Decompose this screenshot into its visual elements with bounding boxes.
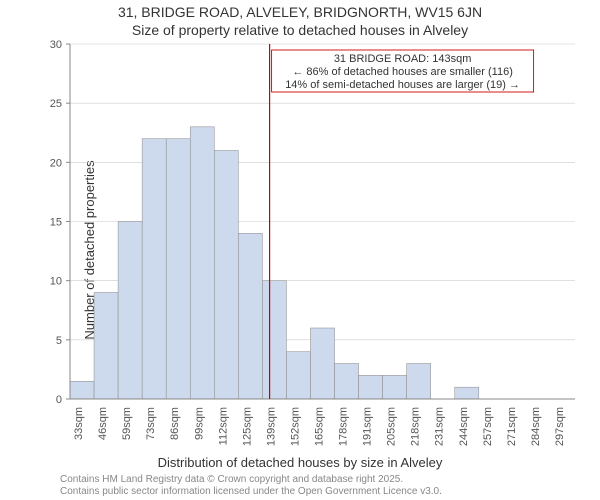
- ytick-label: 30: [50, 39, 62, 51]
- xtick-label: 257sqm: [482, 407, 494, 446]
- histogram-bar: [118, 222, 142, 400]
- annotation-line1: 31 BRIDGE ROAD: 143sqm: [334, 53, 472, 65]
- xtick-label: 46sqm: [97, 407, 109, 440]
- xtick-label: 231sqm: [434, 407, 446, 446]
- xtick-label: 112sqm: [217, 407, 229, 445]
- histogram-bar: [70, 381, 94, 399]
- ytick-label: 20: [50, 157, 62, 169]
- histogram-bar: [286, 352, 310, 399]
- histogram-bar: [455, 387, 479, 399]
- xtick-label: 59sqm: [121, 407, 133, 440]
- xtick-label: 178sqm: [338, 407, 350, 446]
- histogram-bar: [310, 328, 334, 399]
- histogram-bar: [190, 127, 214, 399]
- histogram-bar: [142, 139, 166, 399]
- histogram-bar: [166, 139, 190, 399]
- xtick-label: 218sqm: [410, 407, 422, 446]
- ytick-label: 15: [50, 217, 62, 229]
- xtick-label: 33sqm: [73, 407, 85, 440]
- ytick-label: 25: [50, 98, 62, 110]
- ytick-label: 0: [56, 394, 62, 406]
- xtick-label: 125sqm: [241, 407, 253, 446]
- xtick-label: 205sqm: [386, 407, 398, 446]
- histogram-bar: [383, 375, 407, 399]
- xtick-label: 139sqm: [265, 407, 277, 446]
- histogram-bar: [359, 375, 383, 399]
- histogram-bar: [262, 281, 286, 399]
- xtick-label: 165sqm: [314, 407, 326, 446]
- histogram-bar: [407, 364, 431, 400]
- xtick-label: 244sqm: [458, 407, 470, 446]
- xtick-label: 73sqm: [145, 407, 157, 440]
- histogram-bar: [238, 233, 262, 399]
- xtick-label: 99sqm: [193, 407, 205, 440]
- xtick-label: 191sqm: [362, 407, 374, 446]
- xtick-label: 297sqm: [554, 407, 566, 446]
- histogram-bar: [94, 293, 118, 400]
- xtick-label: 86sqm: [169, 407, 181, 440]
- xtick-label: 284sqm: [530, 407, 542, 446]
- annotation-line3: 14% of semi-detached houses are larger (…: [285, 79, 520, 91]
- xtick-label: 271sqm: [506, 407, 518, 446]
- histogram-chart: 0 5 10 15 20 25 30 33sqm 46sqm 59sqm 73sqm 86sqm 99s…: [0, 0, 600, 500]
- annotation-line2: ← 86% of detached houses are smaller (11…: [292, 66, 513, 78]
- ytick-label: 10: [50, 276, 62, 288]
- ytick-label: 5: [56, 335, 62, 347]
- xtick-label: 152sqm: [289, 407, 301, 446]
- histogram-bar: [214, 151, 238, 400]
- histogram-bar: [335, 364, 359, 400]
